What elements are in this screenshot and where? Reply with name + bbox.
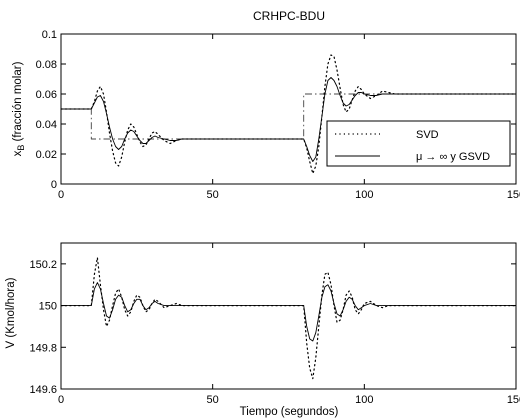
bottom-y-tick-label: 149.6 — [29, 384, 57, 396]
bottom-y-tick-label: 150.2 — [29, 259, 57, 271]
top-y-tick-label: 0.02 — [36, 149, 57, 161]
top-x-tick-label: 0 — [58, 189, 64, 201]
top-axis-ticks: 0 50 100 150 0 0.02 0.04 0.06 0.08 0.1 — [36, 29, 520, 201]
legend: SVD μ → ∞ y GSVD — [326, 120, 511, 167]
legend-box — [326, 120, 511, 167]
bottom-y-axis-label: V (Kmol/hora) — [5, 277, 17, 348]
bottom-plot-area — [60, 242, 517, 390]
top-y-tick-label: 0.04 — [36, 119, 57, 131]
top-y-tick-label: 0.1 — [42, 29, 57, 41]
bottom-axis-ticks: 0 50 100 150 149.6 149.8 150 150.2 — [29, 243, 520, 406]
bottom-gsvd-layer — [61, 282, 516, 342]
bottom-y-tick-label: 149.8 — [29, 342, 57, 354]
top-x-tick-label: 50 — [207, 189, 219, 201]
bottom-series-gsvd-line — [61, 282, 516, 342]
legend-label-gsvd: μ → ∞ y GSVD — [416, 151, 490, 163]
top-y-tick-label: 0.06 — [36, 89, 57, 101]
bottom-x-tick-label: 0 — [58, 394, 64, 406]
bottom-x-tick-label: 150 — [507, 394, 520, 406]
top-x-tick-label: 100 — [355, 189, 373, 201]
bottom-panel: 0 50 100 150 149.6 149.8 150 150.2 V (Kmol/hora… — [5, 242, 520, 418]
bottom-x-tick-label: 100 — [355, 394, 373, 406]
chart-title: CRHPC-BDU — [253, 9, 325, 23]
top-gsvd-layer — [61, 77, 516, 162]
top-y-tick-label: 0 — [51, 179, 57, 191]
top-y-tick-label: 0.08 — [36, 59, 57, 71]
top-panel: 0 50 100 150 0 0.02 0.04 0.06 0.08 0.1 xB (fracci… — [12, 29, 520, 201]
top-y-axis-label: xB (fracción molar) — [12, 61, 26, 156]
top-x-tick-label: 150 — [507, 189, 520, 201]
legend-label-svd: SVD — [416, 129, 439, 141]
bottom-y-tick-label: 150 — [39, 301, 57, 313]
x-axis-label: Tiempo (segundos) — [240, 406, 339, 418]
top-series-gsvd-line — [61, 77, 516, 162]
bottom-x-tick-label: 50 — [207, 394, 219, 406]
